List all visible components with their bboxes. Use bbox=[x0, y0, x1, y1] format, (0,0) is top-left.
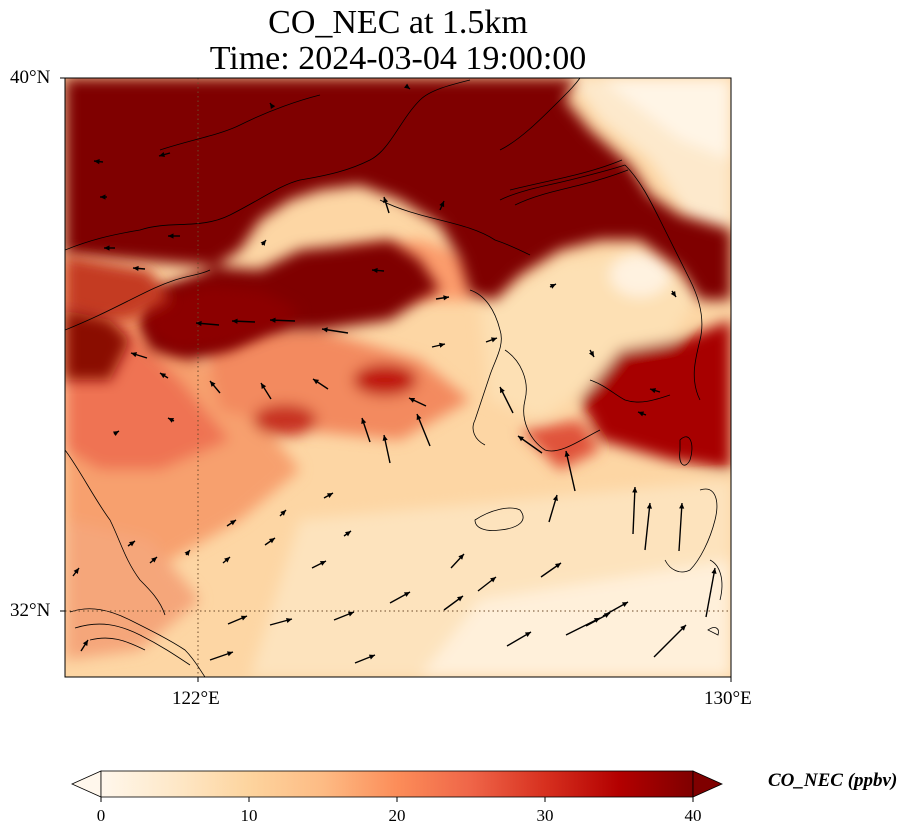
wind-vector bbox=[678, 502, 683, 552]
wind-arrowhead bbox=[383, 197, 389, 204]
wind-vectors bbox=[72, 83, 717, 664]
map-title: CO_NEC at 1.5km bbox=[268, 4, 528, 41]
wind-arrowhead bbox=[403, 592, 410, 597]
wind-arrowhead bbox=[632, 487, 638, 493]
wind-vector bbox=[644, 502, 651, 551]
wind-arrowhead bbox=[184, 550, 190, 556]
lat-label-32n: 32°N bbox=[10, 600, 51, 621]
wind-arrowhead bbox=[593, 618, 600, 623]
colorbar-tick-0: 0 bbox=[96, 806, 106, 825]
wind-arrowhead bbox=[270, 103, 276, 110]
wind-arrowhead bbox=[347, 611, 354, 617]
lon-label-122e: 122°E bbox=[172, 688, 220, 709]
wind-arrowhead bbox=[196, 320, 202, 327]
wind-arrowhead bbox=[224, 557, 230, 563]
wind-arrowhead bbox=[443, 295, 449, 301]
wind-arrowhead bbox=[104, 245, 110, 251]
wind-arrowhead bbox=[650, 388, 657, 394]
wind-arrowhead bbox=[269, 538, 275, 544]
wind-arrowhead bbox=[160, 373, 167, 379]
colorbar-label: CO_NEC (ppbv) bbox=[768, 770, 898, 791]
map-time-label: Time: 2024-03-04 19:00:00 bbox=[209, 40, 587, 77]
colorbar-tick-30: 30 bbox=[536, 806, 554, 825]
gridlines bbox=[65, 78, 731, 677]
wind-arrowhead bbox=[100, 194, 106, 200]
wind-vector bbox=[632, 486, 636, 535]
wind-arrowhead bbox=[260, 240, 266, 246]
wind-arrowhead bbox=[416, 414, 422, 421]
wind-arrowhead bbox=[131, 352, 138, 358]
wind-arrowhead bbox=[270, 317, 276, 323]
wind-arrowhead bbox=[94, 159, 100, 165]
wind-arrowhead bbox=[680, 625, 686, 631]
wind-arrowhead bbox=[603, 613, 610, 618]
wind-arrowhead bbox=[549, 284, 556, 289]
wind-arrowhead bbox=[638, 411, 645, 417]
wind-arrowhead bbox=[404, 83, 410, 89]
wind-arrowhead bbox=[621, 602, 628, 607]
wind-vector bbox=[653, 624, 687, 658]
wind-arrowhead bbox=[500, 387, 505, 394]
wind-arrowhead bbox=[168, 233, 174, 239]
wind-arrowhead bbox=[458, 554, 464, 560]
wind-arrowhead bbox=[490, 337, 497, 343]
colorbar-tick-20: 20 bbox=[388, 806, 406, 825]
wind-arrowhead bbox=[564, 451, 570, 457]
lat-label-40n: 40°N bbox=[10, 67, 51, 88]
wind-arrowhead bbox=[129, 541, 135, 547]
wind-arrowhead bbox=[82, 640, 88, 647]
wind-arrowhead bbox=[490, 577, 496, 583]
co-concentration-field bbox=[65, 78, 731, 677]
wind-arrowhead bbox=[313, 379, 320, 385]
wind-arrowhead bbox=[261, 383, 267, 390]
coastline bbox=[65, 78, 723, 677]
wind-arrowhead bbox=[679, 503, 685, 509]
wind-arrowhead bbox=[226, 651, 233, 657]
wind-arrowhead bbox=[326, 493, 333, 498]
wind-arrowhead bbox=[345, 531, 351, 537]
wind-arrowhead bbox=[555, 563, 561, 569]
wind-arrowhead bbox=[382, 435, 388, 441]
wind-arrowhead bbox=[168, 418, 175, 423]
wind-arrowhead bbox=[240, 615, 247, 621]
wind-arrowhead bbox=[151, 557, 157, 563]
wind-arrowhead bbox=[646, 503, 653, 509]
wind-arrowhead bbox=[232, 318, 238, 324]
colorbar bbox=[71, 770, 723, 802]
wind-arrowhead bbox=[73, 568, 79, 574]
wind-arrowhead bbox=[439, 201, 445, 208]
wind-arrowhead bbox=[322, 327, 328, 333]
wind-arrowhead bbox=[524, 632, 531, 638]
colorbar-tick-10: 10 bbox=[240, 806, 258, 825]
wind-arrowhead bbox=[133, 265, 139, 272]
wind-arrowhead bbox=[552, 495, 558, 502]
wind-arrowhead bbox=[711, 568, 717, 574]
colorbar-tick-40: 40 bbox=[684, 806, 702, 825]
wind-arrowhead bbox=[361, 418, 367, 425]
wind-arrowhead bbox=[670, 290, 676, 297]
wind-vector bbox=[705, 567, 716, 618]
wind-arrowhead bbox=[159, 152, 165, 158]
wind-arrowhead bbox=[319, 561, 326, 566]
wind-arrowhead bbox=[368, 654, 375, 660]
wind-vector bbox=[565, 450, 576, 492]
lon-label-130e: 130°E bbox=[704, 688, 752, 709]
wind-arrowhead bbox=[286, 617, 292, 623]
wind-arrowhead bbox=[229, 520, 236, 526]
wind-arrowhead bbox=[112, 431, 119, 437]
wind-arrowhead bbox=[518, 436, 524, 442]
wind-arrowhead bbox=[280, 510, 286, 516]
wind-arrowhead bbox=[589, 350, 594, 357]
wind-arrowhead bbox=[439, 342, 445, 348]
wind-arrowhead bbox=[409, 397, 416, 403]
map-frame bbox=[64, 77, 732, 678]
wind-arrowhead bbox=[210, 381, 216, 387]
wind-arrowhead bbox=[372, 267, 378, 274]
wind-vector bbox=[416, 413, 431, 447]
wind-arrowhead bbox=[457, 596, 463, 602]
